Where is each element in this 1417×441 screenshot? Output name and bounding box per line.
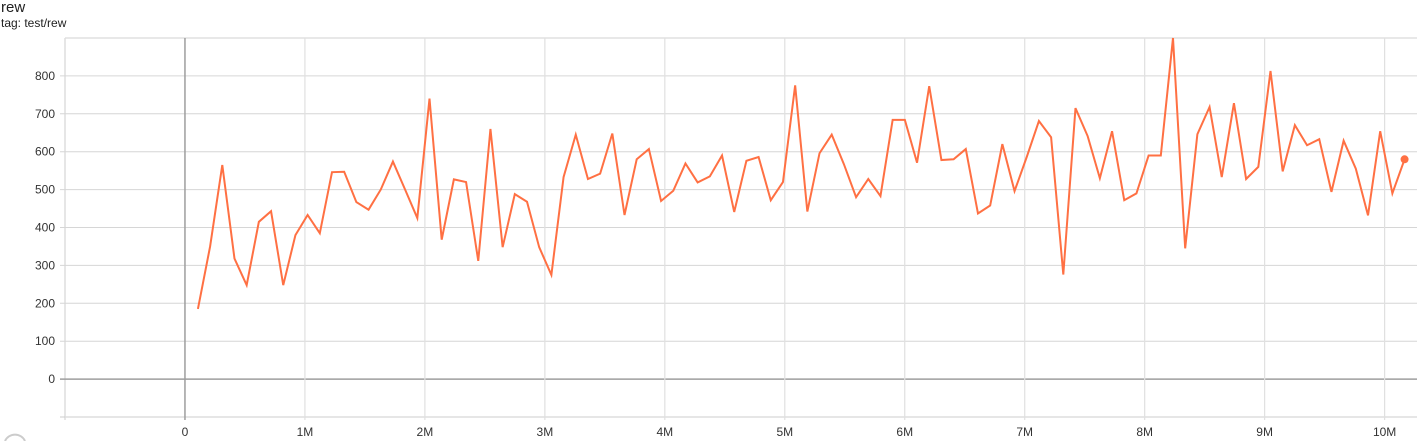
- y-tick-label: 500: [35, 183, 55, 197]
- x-tick-label: 6M: [896, 425, 913, 439]
- y-tick-label: 800: [35, 69, 55, 83]
- y-tick-label: 400: [35, 221, 55, 235]
- y-tick-label: 300: [35, 258, 55, 272]
- x-tick-label: 4M: [656, 425, 673, 439]
- expand-button-icon: [4, 433, 26, 441]
- x-tick-label: 3M: [537, 425, 554, 439]
- chart-tag: tag: test/rew: [1, 16, 67, 30]
- x-tick-label: 9M: [1256, 425, 1273, 439]
- y-tick-label: 700: [35, 107, 55, 121]
- x-tick-label: 8M: [1136, 425, 1153, 439]
- x-tick-label: 7M: [1016, 425, 1033, 439]
- chart-title: rew: [1, 0, 26, 16]
- series-line: [196, 37, 1406, 310]
- y-tick-label: 100: [35, 334, 55, 348]
- y-tick-label: 0: [48, 372, 55, 386]
- x-tick-label: 2M: [417, 425, 434, 439]
- y-tick-label: 200: [35, 296, 55, 310]
- y-tick-label: 600: [35, 145, 55, 159]
- last-point-marker: [1400, 155, 1409, 164]
- x-tick-label: 1M: [297, 425, 314, 439]
- x-tick-label: 5M: [776, 425, 793, 439]
- x-tick-label: 10M: [1373, 425, 1396, 439]
- x-tick-label: 0: [182, 425, 189, 439]
